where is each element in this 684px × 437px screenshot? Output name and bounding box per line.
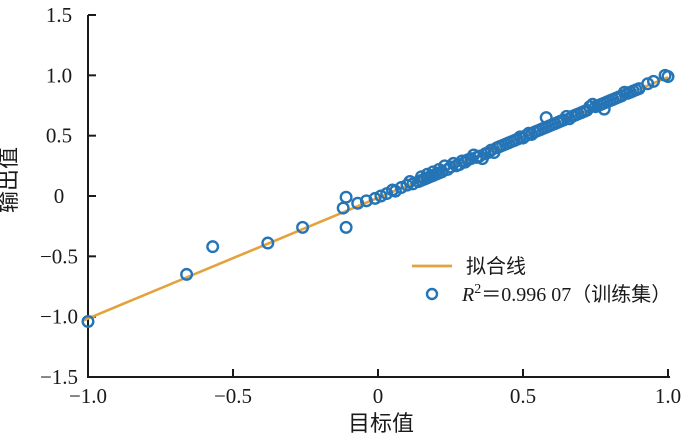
y-tick-label: 1.5 [46,3,72,27]
data-point [296,220,310,234]
x-tick-label: 0.5 [510,384,536,408]
y-axis-label: 输出值 [0,147,21,213]
y-tick-label: −1.0 [40,305,78,329]
y-tick-label: 1.0 [46,63,72,87]
y-tick-label: 0.5 [46,124,72,148]
x-tick-label: 0 [373,384,384,408]
data-point [583,100,597,114]
legend: 拟合线 R2＝0.996 07（训练集） [412,255,671,306]
x-tick-label: −0.5 [214,384,252,408]
data-point [81,314,95,328]
legend-label-r2: R2＝0.996 07（训练集） [461,282,671,306]
data-point [661,70,675,84]
data-point [206,240,220,254]
data-point [647,74,661,88]
data-point [261,236,275,250]
x-tick-label: −1.0 [69,384,107,408]
y-tick-label: −1.5 [40,365,78,389]
data-point [560,109,574,123]
data-point [180,267,194,281]
data-point [351,196,365,210]
data-point [339,220,353,234]
x-tick-label: 1.0 [655,384,681,408]
data-layer [81,68,675,328]
y-tick-label: −0.5 [40,244,78,268]
data-point [339,190,353,204]
y-tick-label: 0 [54,184,65,208]
x-axis-label: 目标值 [348,411,414,436]
data-point [597,102,611,116]
legend-marker-icon [425,287,439,301]
legend-label-fit-line: 拟合线 [466,255,526,278]
data-point [359,194,373,208]
